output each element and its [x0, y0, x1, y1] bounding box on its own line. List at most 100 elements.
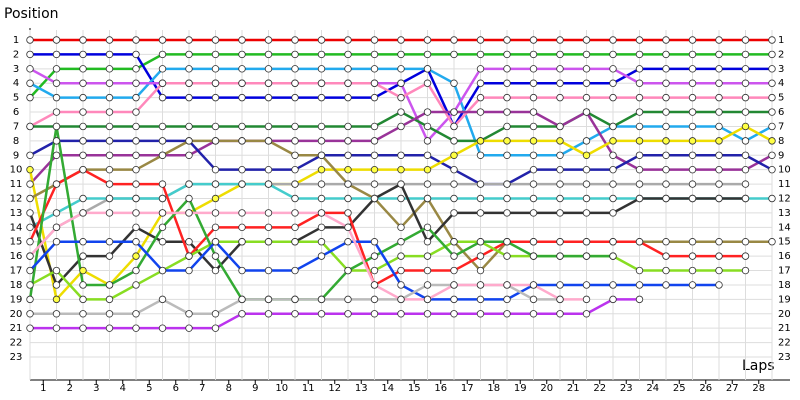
position-marker: [370, 281, 379, 289]
position-marker: [662, 180, 670, 188]
y-tick-label: 15: [10, 237, 23, 248]
x-tick-label: 8: [226, 383, 232, 394]
position-marker: [423, 137, 432, 145]
position-marker: [105, 180, 114, 188]
position-marker: [768, 36, 776, 44]
position-marker: [450, 252, 458, 260]
position-marker: [211, 252, 220, 260]
y-tick-label-right: 4: [778, 78, 784, 89]
position-marker: [264, 93, 273, 102]
y-axis-label: Position: [4, 6, 59, 22]
y-tick-label-right: 23: [778, 352, 791, 363]
position-marker: [450, 295, 458, 304]
position-marker: [185, 50, 193, 59]
position-marker: [768, 50, 776, 59]
position-marker: [556, 209, 564, 217]
position-marker: [132, 122, 140, 131]
position-marker: [26, 324, 34, 332]
position-marker: [264, 223, 273, 232]
position-marker: [529, 151, 538, 159]
position-marker: [264, 310, 273, 318]
position-marker: [238, 122, 246, 131]
position-marker: [450, 180, 458, 188]
position-marker: [79, 252, 87, 260]
position-marker: [423, 65, 432, 73]
position-marker: [105, 79, 114, 87]
position-marker: [529, 36, 538, 44]
position-marker: [529, 310, 538, 318]
position-marker: [238, 93, 246, 102]
position-marker: [370, 194, 379, 203]
position-marker: [264, 79, 273, 87]
position-marker: [291, 165, 299, 174]
position-marker: [211, 79, 220, 87]
position-marker: [688, 194, 697, 203]
position-marker: [423, 252, 432, 260]
y-tick-label-right: 14: [778, 222, 791, 233]
position-marker: [344, 36, 352, 44]
position-marker: [741, 108, 750, 116]
position-marker: [291, 238, 299, 246]
position-marker: [450, 266, 458, 275]
position-marker: [503, 238, 511, 246]
position-marker: [158, 266, 167, 275]
position-marker: [423, 36, 432, 44]
y-tick-label-right: 11: [778, 179, 791, 190]
position-marker: [132, 324, 140, 332]
position-marker: [79, 79, 87, 87]
position-marker: [715, 122, 723, 131]
position-marker: [397, 252, 405, 260]
position-marker: [317, 194, 326, 203]
position-marker: [291, 223, 299, 232]
y-tick-label: 21: [10, 323, 23, 334]
position-marker: [132, 223, 140, 232]
y-tick-label: 5: [13, 93, 19, 104]
position-marker: [503, 252, 511, 260]
position-marker: [264, 266, 273, 275]
y-tick-label: 17: [10, 266, 23, 277]
position-marker: [132, 194, 140, 203]
position-marker: [503, 50, 511, 59]
position-marker: [768, 194, 776, 203]
position-marker: [52, 281, 61, 289]
position-marker: [556, 65, 564, 73]
y-tick-label-right: 18: [778, 280, 791, 291]
position-marker: [317, 79, 326, 87]
position-marker: [26, 266, 34, 275]
position-marker: [185, 238, 193, 246]
position-marker: [582, 65, 591, 73]
position-marker: [715, 165, 723, 174]
position-marker: [79, 194, 87, 203]
position-marker: [158, 151, 167, 159]
position-marker: [397, 165, 405, 174]
position-marker: [741, 50, 750, 59]
position-marker: [688, 108, 697, 116]
position-marker: [79, 324, 87, 332]
position-marker: [423, 238, 432, 246]
position-marker: [397, 266, 405, 275]
position-marker: [291, 295, 299, 304]
position-marker: [609, 122, 617, 131]
position-marker: [450, 165, 458, 174]
position-marker: [662, 266, 670, 275]
y-tick-label: 11: [10, 179, 23, 190]
position-marker: [741, 122, 750, 131]
position-marker: [52, 238, 61, 246]
x-tick-label: 7: [199, 383, 205, 394]
position-marker: [79, 137, 87, 145]
position-marker: [423, 151, 432, 159]
position-marker: [291, 209, 299, 217]
position-marker: [52, 266, 61, 275]
position-marker: [635, 281, 644, 289]
position-marker: [423, 223, 432, 232]
position-marker: [529, 281, 538, 289]
x-tick-label: 27: [726, 383, 739, 394]
y-tick-label-right: 21: [778, 323, 791, 334]
position-marker: [238, 209, 246, 217]
x-tick-label: 1: [40, 383, 46, 394]
position-marker: [344, 180, 352, 188]
position-marker: [26, 165, 34, 174]
position-marker: [582, 108, 591, 116]
position-marker: [768, 108, 776, 116]
position-marker: [132, 180, 140, 188]
